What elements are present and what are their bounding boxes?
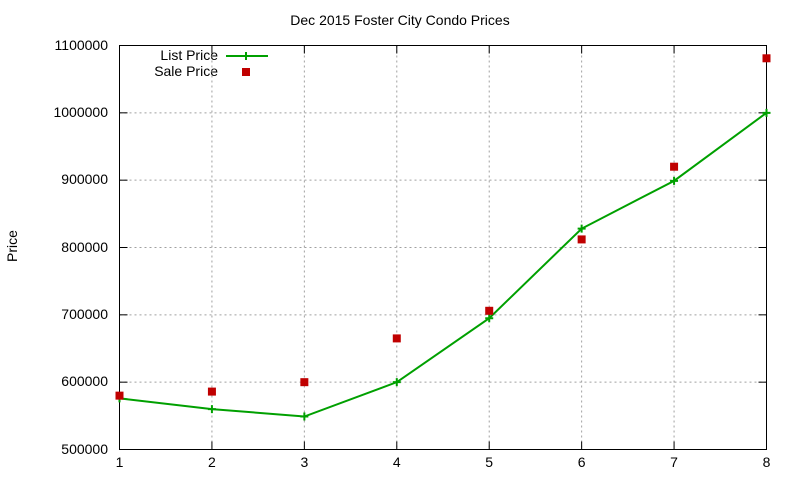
sale-price-point	[762, 54, 771, 63]
y-tick-label: 500000	[61, 440, 108, 457]
y-tick-label: 1000000	[53, 103, 108, 120]
sale-price-point	[207, 387, 216, 396]
x-tick-label: 1	[115, 454, 124, 470]
sale-price-point	[577, 235, 586, 244]
sale-price-point	[670, 162, 679, 171]
x-tick-label: 4	[392, 454, 401, 470]
legend-list-plus-icon	[242, 52, 250, 60]
y-tick-label: 1100000	[54, 36, 108, 53]
list-price-point	[670, 176, 679, 185]
list-price-point	[762, 108, 771, 117]
y-tick-label: 900000	[61, 171, 108, 188]
x-tick-label: 6	[577, 454, 586, 470]
legend-list-price-label: List Price	[160, 47, 218, 63]
legend-swatches	[226, 52, 268, 76]
series-layer	[115, 54, 771, 421]
list-price-point	[300, 412, 309, 421]
sale-price-point	[300, 378, 309, 387]
list-price-point	[577, 224, 586, 233]
sale-price-point	[115, 391, 124, 400]
sale-price-point	[392, 334, 401, 343]
chart-title: Dec 2015 Foster City Condo Prices	[290, 12, 510, 28]
plot-border	[119, 45, 767, 450]
x-tick-label: 2	[208, 454, 216, 470]
y-tick-label: 600000	[61, 373, 108, 390]
y-tick-label: 700000	[61, 305, 108, 322]
list-price-line	[119, 112, 768, 418]
sale-price-point	[485, 306, 494, 315]
y-tick-label: 800000	[61, 238, 108, 255]
list-price-point	[207, 405, 216, 414]
list-price-point	[485, 314, 494, 323]
legend-sale-price-label: Sale Price	[154, 63, 218, 79]
x-tick-label: 5	[485, 454, 494, 470]
x-tick-label: 7	[670, 454, 678, 470]
legend-sale-square-icon	[242, 68, 250, 76]
grid-lines	[119, 45, 767, 450]
x-tick-label: 8	[762, 454, 771, 470]
list-price-point	[392, 378, 401, 387]
x-tick-label: 3	[300, 454, 309, 470]
axis-ticks	[119, 45, 767, 450]
